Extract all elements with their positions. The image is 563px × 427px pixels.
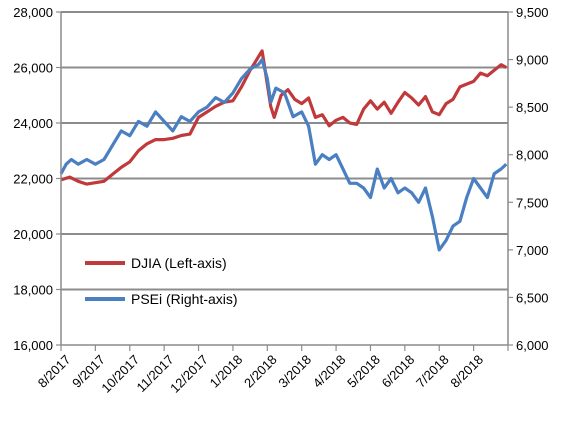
y-right-tick-label: 7,000	[516, 243, 549, 258]
y-right-tick-label: 7,500	[516, 195, 549, 210]
legend-label-psei: PSEi (Right-axis)	[131, 291, 238, 307]
y-right-tick-label: 8,000	[516, 148, 549, 163]
series-line-0	[60, 49, 508, 186]
y-right-tick-label: 6,000	[516, 338, 549, 353]
y-left-tick-label: 22,000	[13, 172, 53, 187]
gridlines	[61, 11, 508, 291]
y-left-tick-label: 16,000	[13, 338, 53, 353]
y-right-tick-label: 9,000	[516, 53, 549, 68]
y-left-tick-label: 20,000	[13, 227, 53, 242]
y-right-tick-label: 9,500	[516, 5, 549, 20]
y-left-tick-label: 26,000	[13, 61, 53, 76]
y-right-tick-label: 8,500	[516, 100, 549, 115]
legend-label-djia: DJIA (Left-axis)	[131, 255, 227, 271]
y-left-tick-label: 24,000	[13, 116, 53, 131]
series-lines	[59, 49, 508, 252]
y-left-tick-label: 18,000	[13, 283, 53, 298]
y-right-tick-labels: 6,000 6,500 7,000 7,500 8,000 8,500 9,000 9,500	[508, 5, 549, 353]
y-left-tick-labels: 16,000 18,000 20,000 22,000 24,000 26,000 28,0…	[13, 5, 61, 353]
y-right-tick-label: 6,500	[516, 290, 549, 305]
y-left-tick-label: 28,000	[13, 5, 53, 20]
series-line-1	[59, 58, 508, 252]
legend: DJIA (Left-axis) PSEi (Right-axis)	[85, 255, 238, 307]
